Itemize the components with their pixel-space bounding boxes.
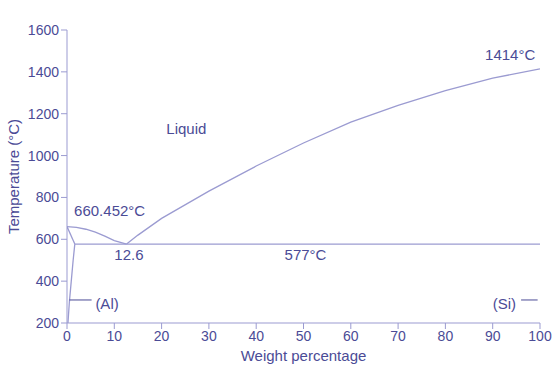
svg-text:577°C: 577°C bbox=[285, 246, 327, 263]
svg-text:70: 70 bbox=[390, 328, 406, 344]
svg-text:800: 800 bbox=[36, 189, 60, 205]
svg-text:1400: 1400 bbox=[28, 64, 59, 80]
svg-text:100: 100 bbox=[528, 328, 552, 344]
svg-text:Weight percentage: Weight percentage bbox=[241, 347, 367, 364]
svg-text:90: 90 bbox=[485, 328, 501, 344]
svg-text:200: 200 bbox=[36, 315, 60, 331]
svg-text:60: 60 bbox=[343, 328, 359, 344]
svg-text:Temperature (°C): Temperature (°C) bbox=[8, 119, 22, 234]
svg-text:30: 30 bbox=[201, 328, 217, 344]
svg-text:660.452°C: 660.452°C bbox=[74, 202, 145, 219]
svg-text:50: 50 bbox=[296, 328, 312, 344]
svg-text:1200: 1200 bbox=[28, 106, 59, 122]
svg-text:1414°C: 1414°C bbox=[485, 46, 535, 63]
svg-text:Liquid: Liquid bbox=[166, 120, 206, 137]
svg-text:20: 20 bbox=[154, 328, 170, 344]
svg-text:10: 10 bbox=[107, 328, 123, 344]
svg-text:0: 0 bbox=[63, 328, 71, 344]
svg-text:12.6: 12.6 bbox=[114, 246, 143, 263]
svg-text:1000: 1000 bbox=[28, 148, 59, 164]
svg-text:1600: 1600 bbox=[28, 22, 59, 38]
svg-text:40: 40 bbox=[248, 328, 264, 344]
svg-text:(Si): (Si) bbox=[493, 295, 516, 312]
svg-text:(Al): (Al) bbox=[95, 295, 118, 312]
svg-text:400: 400 bbox=[36, 273, 60, 289]
svg-text:600: 600 bbox=[36, 231, 60, 247]
svg-text:80: 80 bbox=[438, 328, 454, 344]
